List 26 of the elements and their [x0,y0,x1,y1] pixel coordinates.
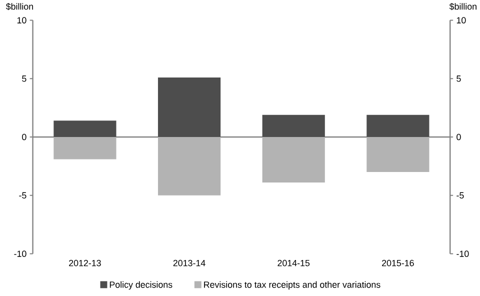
bar [54,137,116,160]
bar [366,115,430,138]
y-tick-label: -5 [19,192,26,199]
x-tick-label: 2015-16 [382,260,414,266]
y2-axis-title: $billion [449,3,476,10]
bar [262,137,325,183]
bar [158,137,221,196]
bar [366,137,430,172]
x-tick-label: 2014-15 [278,260,310,266]
y-tick-label: -10 [14,250,26,258]
y2-tick-label: 0 [456,134,461,140]
y2-tick-label: -10 [456,250,469,258]
x-tick-label: 2012-13 [69,260,101,266]
y-tick-label: 10 [17,17,26,24]
y-axis-title: $billion [6,3,33,10]
y2-tick-label: 5 [456,76,461,82]
legend-label: Revisions to tax receipts and other variations [204,282,380,290]
legend-label: Policy decisions [110,282,172,290]
bar [54,120,116,138]
bar [262,115,325,138]
y2-tick-label: -5 [456,192,464,199]
y-tick-label: 0 [22,134,26,140]
x-tick-label: 2013-14 [173,260,206,266]
bar [158,78,221,138]
y2-tick-label: 10 [456,17,466,24]
y-tick-label: 5 [22,76,26,82]
